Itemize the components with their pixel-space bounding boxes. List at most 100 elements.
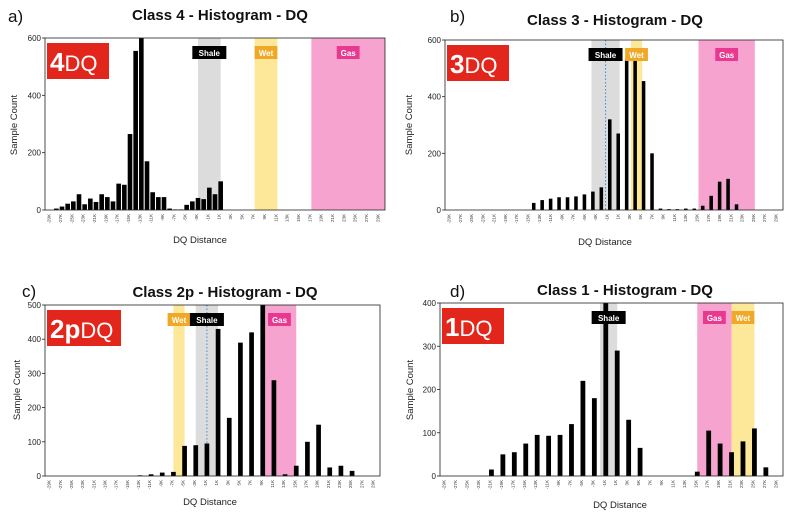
x-tick-label: -27K <box>453 480 458 490</box>
bar <box>523 443 529 476</box>
zone-label-shale: Shale <box>588 48 623 61</box>
x-tick-label: 29K <box>773 214 778 222</box>
bar <box>238 342 243 476</box>
panel-label: a) <box>8 7 23 26</box>
x-tick-label: -9K <box>559 214 564 221</box>
x-tick-label: -1K <box>203 480 208 487</box>
x-tick-label: 3K <box>225 480 230 486</box>
class-badge: 4DQ <box>47 43 109 79</box>
x-tick-label: -11K <box>545 480 550 489</box>
bar <box>133 50 138 211</box>
x-tick-label: 1K <box>616 214 621 220</box>
bar <box>338 465 344 476</box>
x-tick-label: -19K <box>102 480 107 490</box>
zone-label-bg <box>588 48 623 61</box>
x-tick-label: 17K <box>705 480 710 488</box>
badge-bg <box>442 308 504 344</box>
bar <box>59 206 65 210</box>
bar <box>734 204 739 210</box>
bar <box>729 452 734 476</box>
panel-label: d) <box>450 282 465 301</box>
badge-rest: DQ <box>464 53 497 78</box>
x-tick-label: 25K <box>348 480 353 488</box>
bar <box>574 196 578 210</box>
x-tick-label: 5K <box>636 480 641 486</box>
x-axis-label: DQ Distance <box>593 500 647 511</box>
bar <box>624 59 629 211</box>
plot-area <box>444 39 784 211</box>
x-tick-label: 17K <box>303 480 308 488</box>
bar <box>249 332 254 476</box>
bar <box>608 119 612 210</box>
y-tick-label: 300 <box>423 342 437 351</box>
badge-text: 4DQ <box>50 47 97 77</box>
bar <box>763 467 769 476</box>
bar <box>161 197 167 210</box>
bar <box>116 183 121 210</box>
bar <box>675 209 680 210</box>
bar <box>614 350 620 476</box>
y-axis-label: Sample Count <box>9 95 20 156</box>
bar <box>534 434 540 476</box>
zone-gas <box>262 305 297 476</box>
zone-label-wet: Wet <box>167 313 191 326</box>
badge-bold: 3 <box>450 49 464 79</box>
x-tick-label: 7K <box>649 214 654 220</box>
zone-label-text: Shale <box>199 49 221 58</box>
bar <box>557 197 561 210</box>
x-tick-label: -25K <box>469 214 474 224</box>
zone-label-text: Gas <box>272 316 288 325</box>
bar <box>159 472 165 476</box>
x-tick-label: -11K <box>147 480 152 489</box>
x-tick-label: -17K <box>115 214 120 224</box>
x-tick-label: 11K <box>270 480 275 488</box>
bar <box>201 199 206 210</box>
zone-gas <box>311 38 385 210</box>
x-tick-label: 3K <box>228 214 233 220</box>
bar <box>218 181 223 210</box>
x-tick-label: -1K <box>602 480 607 487</box>
x-tick-label: -11K <box>149 214 154 223</box>
zone-label-bg <box>254 46 278 59</box>
y-axis-label: Sample Count <box>12 360 23 421</box>
plot-frame <box>444 39 784 211</box>
x-tick-label: 21K <box>728 480 733 488</box>
bar <box>182 445 187 476</box>
bar <box>305 441 310 476</box>
x-tick-label: -5K <box>183 214 188 221</box>
x-tick-label: 29K <box>370 480 375 488</box>
zone-label-wet: Wet <box>731 311 755 324</box>
zone-label-bg <box>591 311 626 324</box>
x-tick-label: -13K <box>533 480 538 490</box>
bar <box>76 194 82 210</box>
x-tick-label: 7K <box>248 480 253 486</box>
x-tick-label: 29K <box>773 480 778 488</box>
x-tick-label: 11K <box>670 480 675 488</box>
x-tick-label: -7K <box>169 480 174 487</box>
zone-label-gas: Gas <box>336 46 360 59</box>
bar <box>684 208 688 210</box>
bar <box>156 197 161 210</box>
bar <box>546 435 552 476</box>
badge-bg <box>47 43 109 79</box>
x-tick-label: 13K <box>682 480 687 488</box>
x-tick-label: -9K <box>160 214 165 221</box>
x-tick-label: 3K <box>627 214 632 220</box>
plot-area <box>439 302 784 477</box>
y-tick-label: 200 <box>28 404 42 413</box>
x-tick-label: 1K <box>613 480 618 486</box>
x-tick-label: -23K <box>80 480 85 490</box>
x-tick-label: 15K <box>695 214 700 222</box>
x-tick-label: 29K <box>375 214 380 222</box>
zone-label-text: Wet <box>172 316 187 325</box>
class-badge: 2pDQ <box>47 310 121 346</box>
panel-label: b) <box>450 7 465 26</box>
x-tick-label: 17K <box>706 214 711 222</box>
y-tick-label: 400 <box>28 335 42 344</box>
bar <box>110 201 116 210</box>
x-tick-label: 7K <box>251 214 256 220</box>
bar <box>293 465 299 476</box>
bar <box>726 178 730 210</box>
zone-shale <box>198 38 221 210</box>
bar <box>626 419 632 476</box>
